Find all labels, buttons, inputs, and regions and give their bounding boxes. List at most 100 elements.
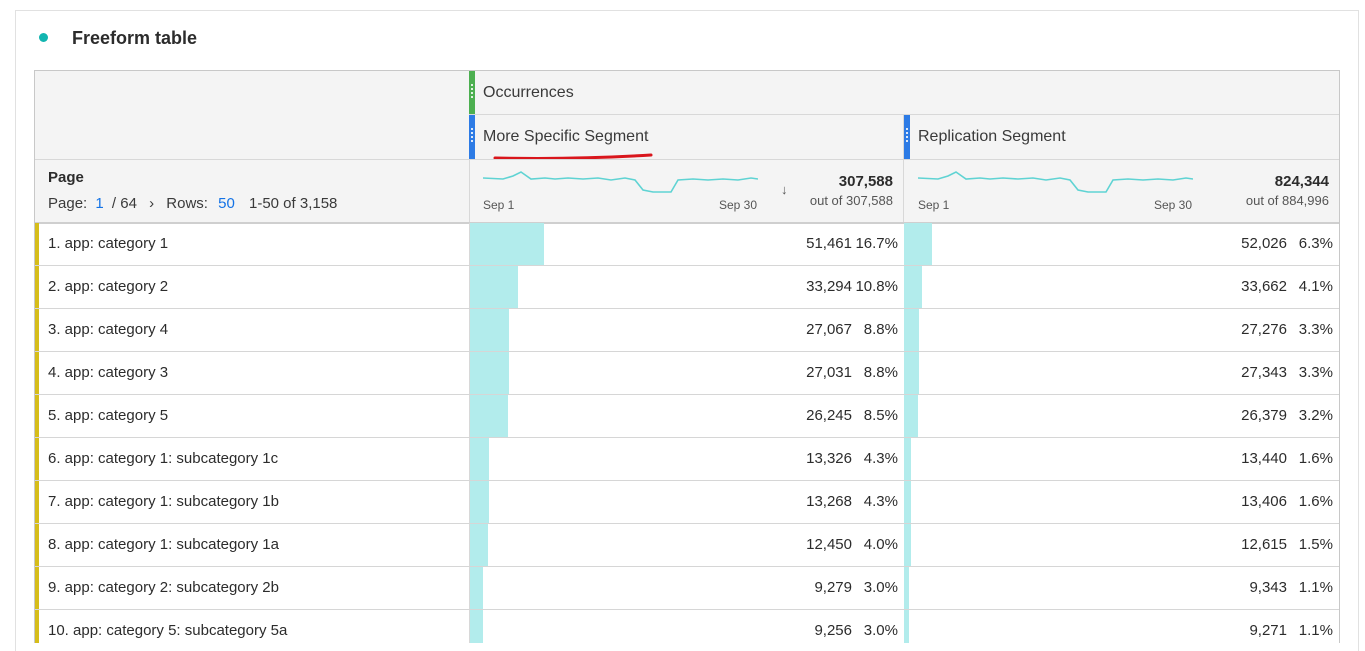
- row-label[interactable]: 4. app: category 3: [48, 364, 169, 381]
- summary-row: Page Page: 1 / 64 › Rows: 50 1-50 of 3,1…: [35, 159, 1339, 224]
- table-row[interactable]: 1. app: category 1 51,461 16.7% 52,026 6…: [35, 223, 1339, 266]
- row-label[interactable]: 3. app: category 4: [48, 321, 169, 338]
- metric-cell[interactable]: 52,026 6.3%: [904, 223, 1339, 265]
- metric-cell[interactable]: 13,406 1.6%: [904, 481, 1339, 523]
- row-color-marker: [35, 309, 39, 351]
- cell-value: 9,343: [1249, 579, 1287, 596]
- row-color-marker: [35, 395, 39, 437]
- metric-cell[interactable]: 12,615 1.5%: [904, 524, 1339, 566]
- table-row[interactable]: 2. app: category 2 33,294 10.8% 33,662 4…: [35, 266, 1339, 309]
- row-label[interactable]: 6. app: category 1: subcategory 1c: [48, 450, 279, 467]
- metric-cell[interactable]: 9,343 1.1%: [904, 567, 1339, 609]
- metric-header[interactable]: Occurrences: [469, 71, 1339, 115]
- row-color-marker: [35, 266, 39, 308]
- metric-cell[interactable]: 13,440 1.6%: [904, 438, 1339, 480]
- metric-cell[interactable]: 13,268 4.3%: [469, 481, 905, 523]
- sort-descending-icon[interactable]: ↓: [781, 182, 788, 197]
- row-label[interactable]: 10. app: category 5: subcategory 5a: [48, 622, 288, 639]
- sparkline-end-label: Sep 30: [1154, 198, 1193, 212]
- rows-per-page-select[interactable]: 50: [218, 195, 235, 212]
- metric-cell[interactable]: 9,279 3.0%: [469, 567, 905, 609]
- dimension-title[interactable]: Page: [48, 169, 84, 186]
- metric-cell[interactable]: 13,326 4.3%: [469, 438, 905, 480]
- cell-percent: 3.0%: [863, 579, 898, 596]
- metric-label: Occurrences: [483, 84, 574, 101]
- table-row[interactable]: 8. app: category 1: subcategory 1a 12,45…: [35, 524, 1339, 567]
- page-current-input[interactable]: 1: [95, 195, 104, 212]
- row-color-marker: [35, 352, 39, 394]
- cell-percent: 1.1%: [1298, 579, 1333, 596]
- segment-drag-handle-icon[interactable]: [904, 115, 910, 159]
- table-row[interactable]: 9. app: category 2: subcategory 2b 9,279…: [35, 567, 1339, 610]
- metric-cell[interactable]: 26,245 8.5%: [469, 395, 905, 437]
- row-label[interactable]: 7. app: category 1: subcategory 1b: [48, 493, 279, 510]
- value-bar: [470, 309, 509, 351]
- pagination: Page: 1 / 64 › Rows: 50 1-50 of 3,158: [48, 195, 341, 212]
- value-bar: [470, 352, 509, 394]
- cell-value: 33,662: [1241, 278, 1287, 295]
- cell-percent: 4.0%: [863, 536, 898, 553]
- cell-percent: 1.6%: [1298, 450, 1333, 467]
- cell-percent: 8.5%: [863, 407, 898, 424]
- red-underline-annotation: [493, 153, 653, 160]
- row-label[interactable]: 1. app: category 1: [48, 235, 169, 252]
- cell-value: 12,615: [1241, 536, 1287, 553]
- value-bar: [904, 266, 922, 308]
- cell-percent: 6.3%: [1298, 235, 1333, 252]
- sparkline-1[interactable]: [483, 170, 758, 196]
- segment-header-1[interactable]: More Specific Segment: [469, 115, 904, 160]
- metric-cell[interactable]: 27,276 3.3%: [904, 309, 1339, 351]
- table-row[interactable]: 6. app: category 1: subcategory 1c 13,32…: [35, 438, 1339, 481]
- cell-value: 26,245: [806, 407, 852, 424]
- row-label[interactable]: 2. app: category 2: [48, 278, 169, 295]
- sparkline-2[interactable]: [918, 170, 1193, 196]
- column-out-of: out of 884,996: [1245, 193, 1329, 208]
- metric-cell[interactable]: 12,450 4.0%: [469, 524, 905, 566]
- metric-cell[interactable]: 9,271 1.1%: [904, 610, 1339, 643]
- value-bar: [904, 309, 919, 351]
- segment-header-2[interactable]: Replication Segment: [904, 115, 1339, 159]
- segment-drag-handle-icon[interactable]: [469, 115, 475, 159]
- metric-cell[interactable]: 27,031 8.8%: [469, 352, 905, 394]
- cell-value: 9,271: [1249, 622, 1287, 639]
- cell-value: 12,450: [806, 536, 852, 553]
- value-bar: [904, 481, 911, 523]
- next-page-icon[interactable]: ›: [149, 195, 155, 212]
- metric-cell[interactable]: 27,343 3.3%: [904, 352, 1339, 394]
- value-bar: [470, 395, 508, 437]
- cell-percent: 1.5%: [1298, 536, 1333, 553]
- panel-status-dot: [39, 33, 48, 42]
- sparkline-start-label: Sep 1: [483, 198, 515, 212]
- value-bar: [470, 266, 518, 308]
- cell-percent: 3.3%: [1298, 321, 1333, 338]
- cell-value: 13,326: [806, 450, 852, 467]
- table-row[interactable]: 5. app: category 5 26,245 8.5% 26,379 3.…: [35, 395, 1339, 438]
- row-color-marker: [35, 438, 39, 480]
- row-label[interactable]: 8. app: category 1: subcategory 1a: [48, 536, 279, 553]
- cell-percent: 4.1%: [1298, 278, 1333, 295]
- table-row[interactable]: 3. app: category 4 27,067 8.8% 27,276 3.…: [35, 309, 1339, 352]
- metric-cell[interactable]: 33,294 10.8%: [469, 266, 905, 308]
- cell-value: 52,026: [1241, 235, 1287, 252]
- metric-cell[interactable]: 26,379 3.2%: [904, 395, 1339, 437]
- dimension-summary: Page Page: 1 / 64 › Rows: 50 1-50 of 3,1…: [35, 160, 470, 222]
- metric-drag-handle-icon[interactable]: [469, 71, 475, 114]
- row-color-marker: [35, 610, 39, 643]
- metric-cell[interactable]: 9,256 3.0%: [469, 610, 905, 643]
- column-summary-1: Sep 1 Sep 30 ↓ 307,588 out of 307,588: [469, 160, 904, 222]
- metric-cell[interactable]: 33,662 4.1%: [904, 266, 1339, 308]
- metric-cell[interactable]: 51,461 16.7%: [469, 223, 905, 265]
- cell-value: 13,268: [806, 493, 852, 510]
- panel-title[interactable]: Freeform table: [72, 28, 198, 48]
- cell-percent: 1.1%: [1298, 622, 1333, 639]
- row-label[interactable]: 5. app: category 5: [48, 407, 169, 424]
- row-label[interactable]: 9. app: category 2: subcategory 2b: [48, 579, 279, 596]
- value-bar: [470, 223, 544, 265]
- table-row[interactable]: 4. app: category 3 27,031 8.8% 27,343 3.…: [35, 352, 1339, 395]
- table-row[interactable]: 10. app: category 5: subcategory 5a 9,25…: [35, 610, 1339, 643]
- cell-percent: 3.3%: [1298, 364, 1333, 381]
- page-total: / 64: [111, 195, 137, 212]
- metric-cell[interactable]: 27,067 8.8%: [469, 309, 905, 351]
- table-row[interactable]: 7. app: category 1: subcategory 1b 13,26…: [35, 481, 1339, 524]
- value-bar: [904, 567, 909, 609]
